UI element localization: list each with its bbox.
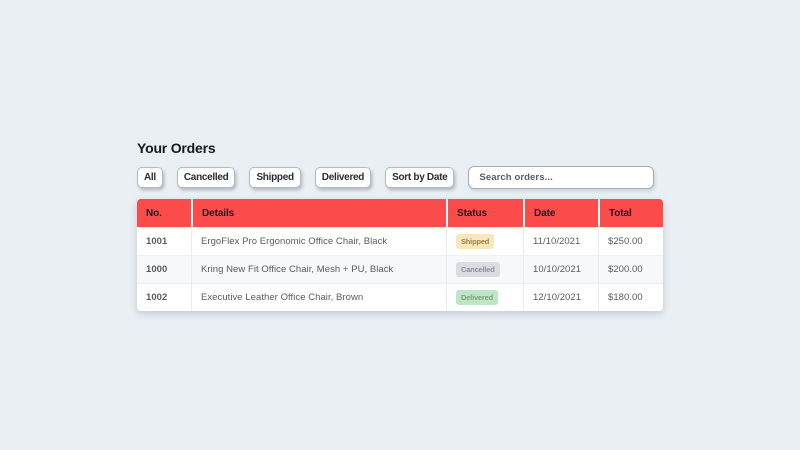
orders-table-body: 1001 ErgoFlex Pro Ergonomic Office Chair… xyxy=(137,227,663,311)
filter-button-cancelled[interactable]: Cancelled xyxy=(176,167,236,188)
filter-toolbar: All Cancelled Shipped Delivered Sort by … xyxy=(137,166,663,189)
status-badge: Delivered xyxy=(456,290,498,305)
column-header-status: Status xyxy=(446,199,523,227)
order-row: 1000 Kring New Fit Office Chair, Mesh + … xyxy=(137,255,663,283)
order-no: 1001 xyxy=(137,227,191,255)
column-header-details: Details xyxy=(191,199,446,227)
order-status-cell: Delivered xyxy=(446,283,523,311)
order-status-cell: Cancelled xyxy=(446,255,523,283)
order-status-cell: Shipped xyxy=(446,227,523,255)
order-total: $180.00 xyxy=(598,283,663,311)
order-details: Kring New Fit Office Chair, Mesh + PU, B… xyxy=(191,255,446,283)
order-date: 10/10/2021 xyxy=(523,255,598,283)
order-date: 12/10/2021 xyxy=(523,283,598,311)
filter-button-shipped[interactable]: Shipped xyxy=(249,167,301,188)
order-row: 1002 Executive Leather Office Chair, Bro… xyxy=(137,283,663,311)
page-title: Your Orders xyxy=(137,140,216,156)
orders-table: No. Details Status Date Total 1001 ErgoF… xyxy=(137,199,663,311)
column-header-total: Total xyxy=(598,199,663,227)
order-total: $200.00 xyxy=(598,255,663,283)
column-header-no: No. xyxy=(137,199,191,227)
status-badge: Shipped xyxy=(456,234,495,249)
filter-button-all[interactable]: All xyxy=(137,167,163,188)
header-row: No. Details Status Date Total xyxy=(137,199,663,227)
order-date: 11/10/2021 xyxy=(523,227,598,255)
status-badge: Cancelled xyxy=(456,262,500,277)
filter-button-delivered[interactable]: Delivered xyxy=(314,167,372,188)
search-orders-input[interactable] xyxy=(468,166,654,189)
order-total: $250.00 xyxy=(598,227,663,255)
order-row: 1001 ErgoFlex Pro Ergonomic Office Chair… xyxy=(137,227,663,255)
order-no: 1002 xyxy=(137,283,191,311)
order-details: ErgoFlex Pro Ergonomic Office Chair, Bla… xyxy=(191,227,446,255)
order-no: 1000 xyxy=(137,255,191,283)
column-header-date: Date xyxy=(523,199,598,227)
order-details: Executive Leather Office Chair, Brown xyxy=(191,283,446,311)
sort-by-date-button[interactable]: Sort by Date xyxy=(385,167,455,188)
orders-table-header: No. Details Status Date Total xyxy=(137,199,663,227)
orders-content: Your Orders All Cancelled Shipped Delive… xyxy=(137,140,663,311)
